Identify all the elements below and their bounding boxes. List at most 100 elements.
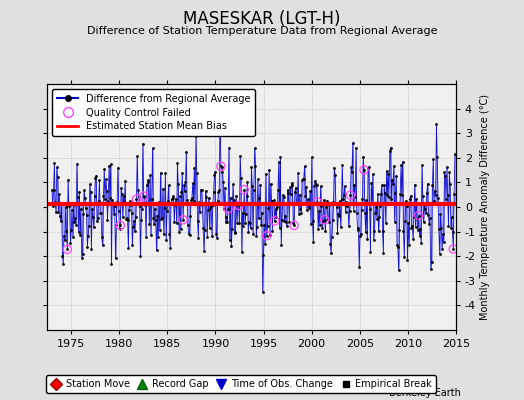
Point	[447, 214, 456, 220]
Point	[97, 234, 106, 240]
Point	[110, 210, 118, 217]
Point	[256, 182, 265, 188]
Point	[306, 188, 314, 194]
Point	[327, 249, 335, 256]
Point	[142, 234, 150, 240]
Point	[126, 198, 134, 204]
Point	[76, 232, 84, 238]
Point	[213, 235, 221, 241]
Point	[82, 204, 90, 211]
Point	[279, 192, 287, 198]
Point	[195, 199, 203, 206]
Point	[231, 230, 239, 236]
Point	[128, 242, 137, 248]
Point	[320, 196, 328, 203]
Point	[354, 225, 363, 232]
Point	[90, 224, 98, 230]
Point	[101, 196, 109, 202]
Point	[419, 219, 428, 226]
Point	[133, 153, 141, 160]
Point	[171, 202, 179, 208]
Point	[360, 167, 368, 173]
Point	[80, 186, 89, 193]
Point	[129, 224, 137, 230]
Point	[449, 246, 457, 252]
Point	[117, 185, 125, 191]
Point	[270, 218, 279, 224]
Point	[440, 238, 448, 245]
Point	[103, 216, 112, 223]
Point	[252, 162, 260, 169]
Point	[247, 164, 256, 170]
Point	[127, 210, 136, 216]
Point	[103, 188, 111, 194]
Point	[122, 215, 130, 222]
Point	[365, 206, 374, 212]
Point	[381, 190, 389, 196]
Point	[184, 221, 192, 228]
Point	[132, 196, 140, 202]
Point	[435, 251, 444, 257]
Point	[175, 229, 183, 235]
Point	[147, 232, 155, 238]
Point	[245, 219, 253, 225]
Point	[445, 169, 453, 176]
Point	[220, 206, 228, 212]
Point	[234, 202, 243, 209]
Point	[352, 145, 360, 151]
Point	[425, 221, 433, 227]
Point	[287, 191, 295, 197]
Point	[176, 193, 184, 200]
Point	[154, 234, 162, 240]
Point	[350, 208, 358, 214]
Point	[263, 232, 271, 239]
Point	[194, 235, 203, 241]
Point	[341, 183, 349, 189]
Point	[298, 177, 307, 183]
Point	[139, 140, 147, 147]
Point	[377, 182, 386, 188]
Point	[294, 210, 303, 217]
Point	[363, 236, 372, 243]
Point	[274, 187, 282, 193]
Point	[351, 194, 359, 200]
Point	[441, 172, 450, 179]
Point	[408, 222, 417, 229]
Point	[451, 151, 459, 158]
Point	[365, 164, 373, 170]
Point	[443, 192, 452, 198]
Point	[263, 232, 271, 239]
Point	[311, 178, 319, 184]
Point	[139, 193, 148, 199]
Point	[198, 202, 206, 208]
Point	[102, 176, 110, 182]
Point	[198, 187, 206, 194]
Point	[168, 195, 176, 202]
Point	[296, 191, 304, 198]
Point	[62, 227, 71, 234]
Point	[318, 225, 326, 231]
Point	[144, 179, 152, 185]
Point	[333, 203, 341, 210]
Point	[91, 193, 99, 200]
Point	[278, 217, 286, 224]
Point	[219, 169, 227, 176]
Point	[414, 212, 423, 219]
Point	[270, 218, 279, 224]
Point	[215, 187, 223, 193]
Point	[275, 158, 283, 165]
Point	[293, 200, 301, 206]
Point	[449, 229, 457, 235]
Point	[294, 170, 302, 176]
Point	[368, 201, 376, 207]
Point	[310, 182, 319, 189]
Point	[130, 228, 139, 234]
Point	[115, 207, 123, 214]
Point	[270, 197, 278, 204]
Point	[54, 208, 62, 215]
Point	[402, 203, 411, 210]
Point	[313, 199, 322, 205]
Point	[345, 223, 353, 230]
Point	[314, 226, 322, 232]
Point	[156, 170, 165, 176]
